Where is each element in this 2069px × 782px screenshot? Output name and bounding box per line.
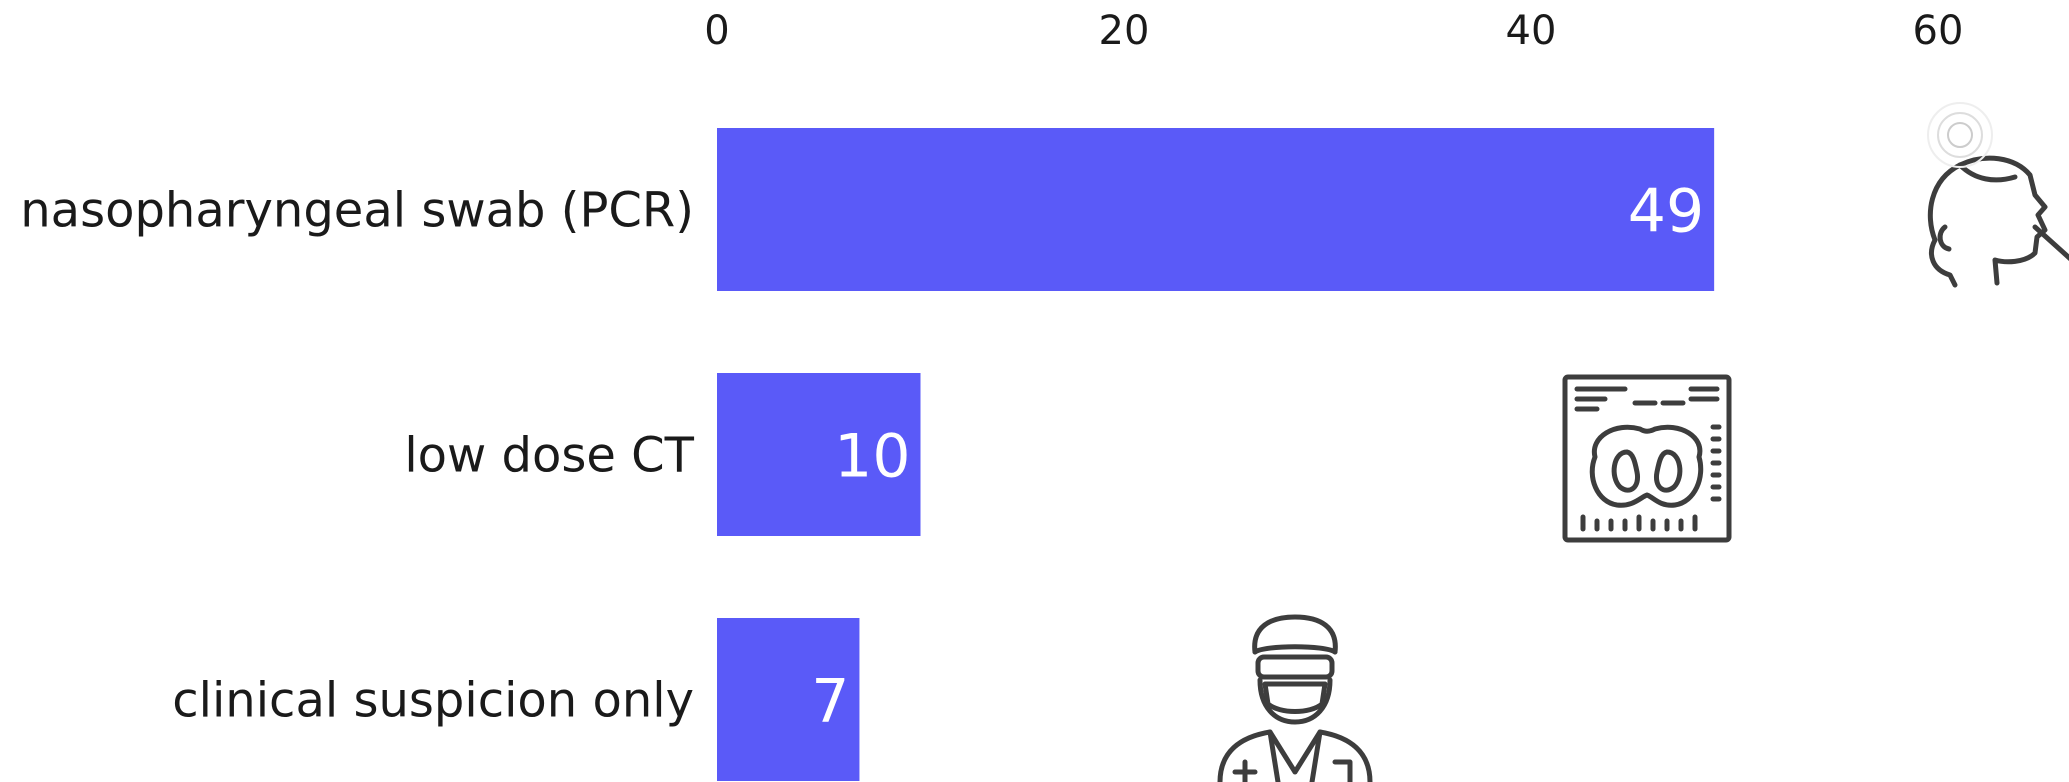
value-label: 10 bbox=[834, 422, 910, 492]
x-tick-label: 60 bbox=[1913, 8, 1964, 54]
bar bbox=[717, 373, 921, 536]
bar bbox=[717, 618, 860, 781]
doctor-icon bbox=[1217, 614, 1373, 782]
value-labels: 49 10 7 bbox=[811, 177, 1704, 737]
category-label: nasopharyngeal swab (PCR) bbox=[20, 183, 694, 239]
ct-scan-icon bbox=[1562, 374, 1732, 543]
x-tick-label: 20 bbox=[1099, 8, 1150, 54]
value-label: 7 bbox=[811, 667, 849, 737]
x-tick-label: 0 bbox=[704, 8, 729, 54]
x-axis-ticks: 0 20 40 60 bbox=[704, 8, 1963, 54]
category-labels: nasopharyngeal swab (PCR) low dose CT clin… bbox=[20, 183, 694, 729]
bars bbox=[717, 128, 1715, 781]
nasal-swab-icon bbox=[1927, 102, 2069, 288]
x-tick-label: 40 bbox=[1506, 8, 1557, 54]
value-label: 49 bbox=[1628, 177, 1704, 247]
bar bbox=[717, 128, 1715, 291]
category-label: clinical suspicion only bbox=[172, 673, 694, 729]
category-label: low dose CT bbox=[404, 428, 694, 484]
